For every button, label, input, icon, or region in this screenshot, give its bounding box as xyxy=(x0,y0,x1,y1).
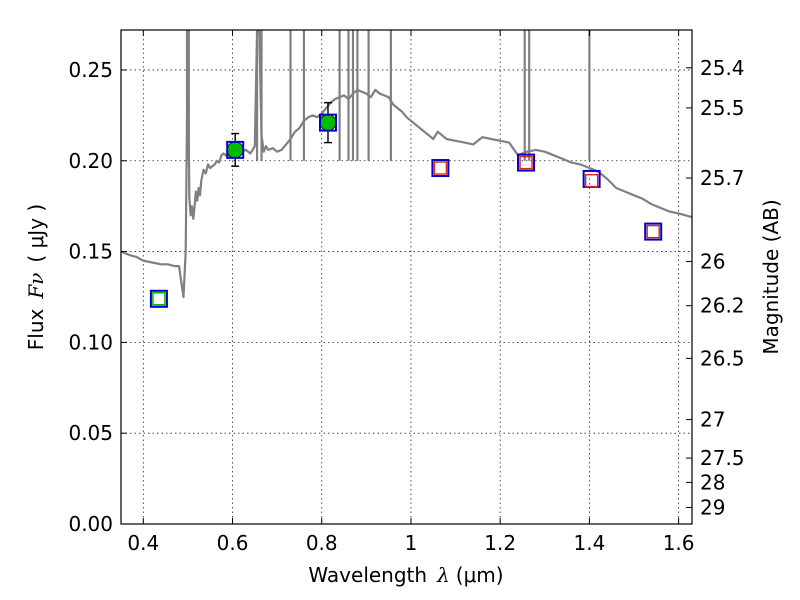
blue-model-boxes-point xyxy=(149,289,168,308)
blue-model-boxes-point xyxy=(226,140,245,159)
blue-model-boxes-point xyxy=(517,153,536,172)
x-tick-label: 1.4 xyxy=(573,531,605,555)
magnitude-tick-label: 25.7 xyxy=(700,166,745,190)
red-upper-limit-boxes-point xyxy=(519,155,533,170)
x-tick-label: 1.6 xyxy=(663,531,695,555)
red-upper-limit-boxes-point xyxy=(584,174,599,188)
y-tick-label: 0.25 xyxy=(68,58,113,82)
y-axis-label: FluxFν( μJy ) xyxy=(24,204,48,350)
magnitude-tick-label: 25.4 xyxy=(700,56,745,80)
plot-frame xyxy=(120,29,693,525)
red-upper-limit-boxes-point xyxy=(646,224,660,239)
magnitude-tick-label: 28 xyxy=(700,470,725,494)
axes: 0.4 0.6 0.8 1 1.2 1.4 1.6 0.00 0.05 0.10 0.15 0.20 0… xyxy=(68,30,745,555)
x-tick-label: 1.2 xyxy=(484,531,516,555)
blue-model-boxes-point xyxy=(318,113,337,132)
magnitude-tick-label: 26.5 xyxy=(700,346,745,370)
y-tick-label: 0.00 xyxy=(68,512,113,536)
magnitude-tick-label: 27.5 xyxy=(700,446,745,470)
green-detections-point xyxy=(319,114,337,132)
grid xyxy=(121,30,692,525)
green-box-point xyxy=(152,292,166,306)
blue-model-boxes-point xyxy=(644,222,663,241)
magnitude-tick-label: 26 xyxy=(700,250,725,274)
magnitude-tick-label: 29 xyxy=(700,495,725,519)
y-tick-label: 0.20 xyxy=(68,149,113,173)
magnitude-tick-label: 27 xyxy=(700,408,725,432)
x-tick-label: 0.4 xyxy=(127,531,159,555)
plot-area xyxy=(121,30,692,308)
y-tick-label: 0.15 xyxy=(68,240,113,264)
y-tick-label: 0.05 xyxy=(68,421,113,445)
x-tick-label: 0.8 xyxy=(306,531,338,555)
blue-model-boxes-point xyxy=(431,159,450,178)
x-tick-label: 0.6 xyxy=(217,531,249,555)
magnitude-tick-label: 26.2 xyxy=(700,294,745,318)
right-axis-label: Magnitude (AB) xyxy=(759,199,783,354)
x-tick-label: 1 xyxy=(405,531,418,555)
y-tick-label: 0.10 xyxy=(68,330,113,354)
green-detections-point xyxy=(226,141,244,159)
magnitude-tick-label: 25.5 xyxy=(700,96,745,120)
x-axis-label: Wavelength λ (μm) xyxy=(308,563,503,587)
red-upper-limit-boxes-point xyxy=(433,161,448,175)
